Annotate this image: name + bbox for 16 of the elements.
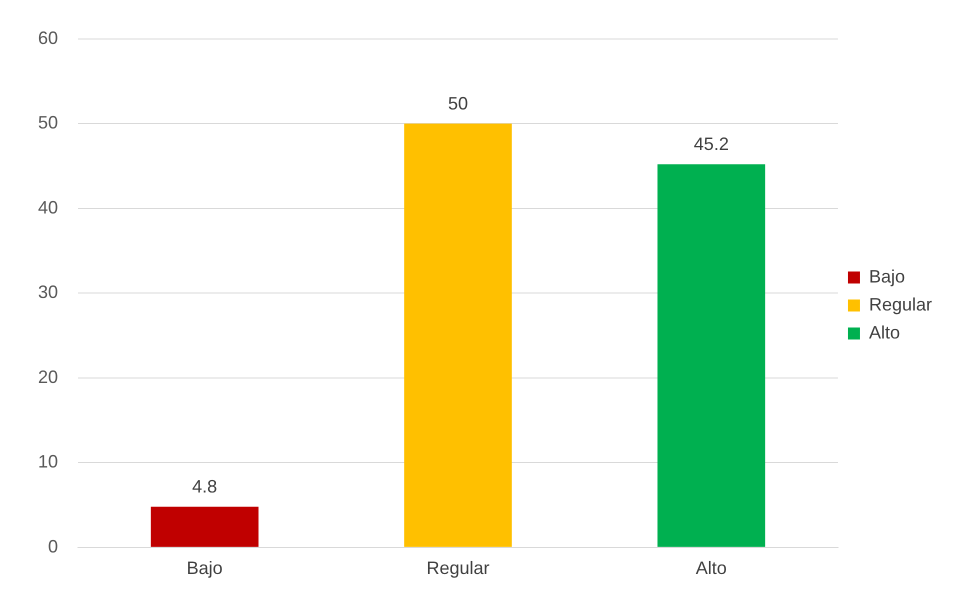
y-tick-label: 60 bbox=[38, 28, 58, 48]
y-tick-label: 20 bbox=[38, 366, 58, 387]
y-tick-label: 30 bbox=[38, 282, 58, 302]
y-tick-label: 50 bbox=[38, 112, 58, 133]
x-tick-label: Alto bbox=[696, 558, 727, 578]
y-tick-label: 0 bbox=[48, 536, 58, 556]
legend-label: Regular bbox=[868, 294, 932, 314]
x-tick-label: Bajo bbox=[186, 558, 223, 578]
data-label: 50 bbox=[448, 94, 468, 114]
x-tick-label: Regular bbox=[426, 558, 490, 578]
y-tick-label: 10 bbox=[38, 452, 58, 472]
data-label: 45.2 bbox=[694, 134, 729, 154]
y-tick-label: 40 bbox=[38, 197, 58, 218]
data-label: 4.8 bbox=[192, 476, 218, 497]
legend-label: Alto bbox=[868, 322, 900, 342]
legend-label: Bajo bbox=[868, 266, 905, 286]
